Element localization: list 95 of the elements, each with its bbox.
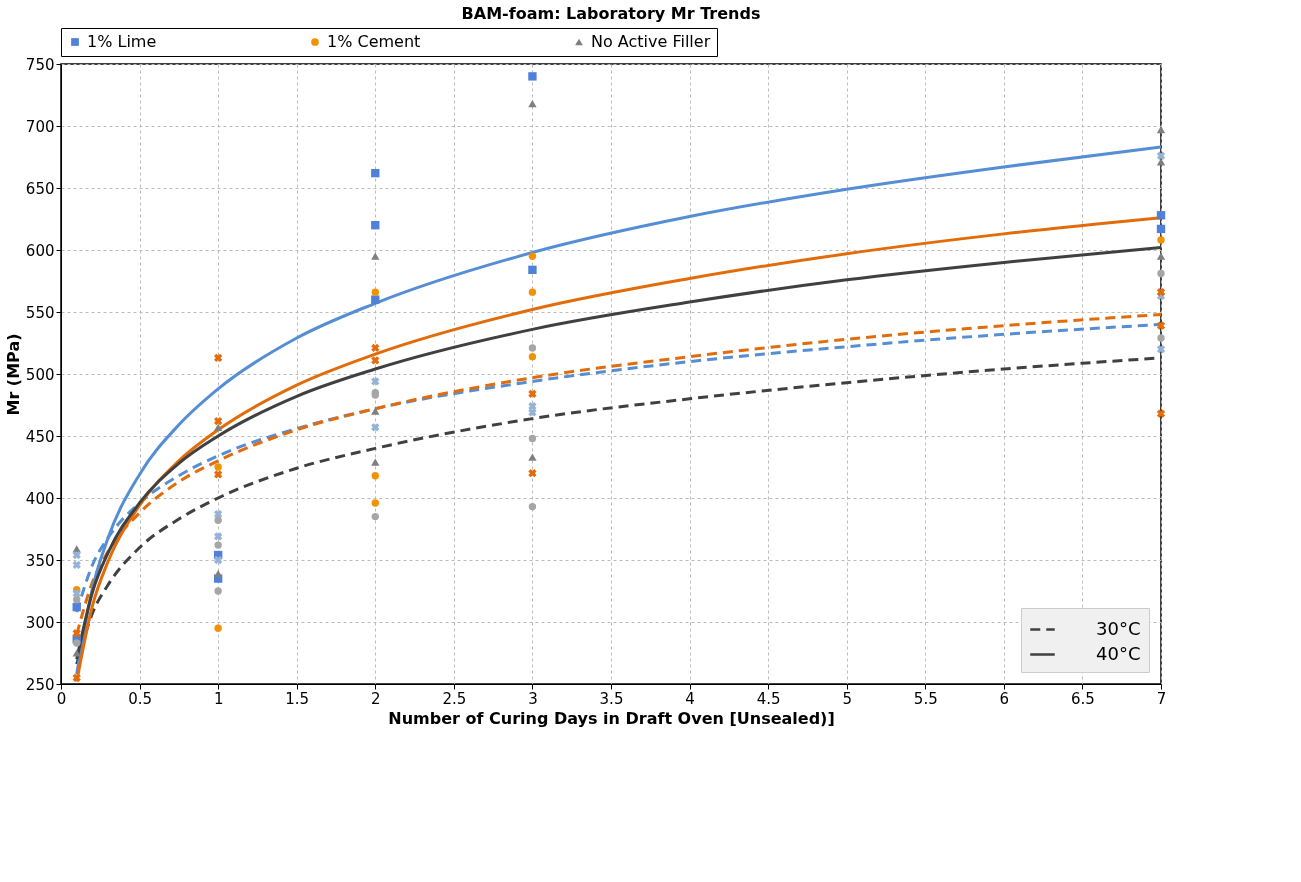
- point: [214, 463, 222, 471]
- point: [371, 252, 380, 260]
- point: [371, 499, 379, 507]
- y-tick-label: 450: [25, 427, 55, 446]
- y-tick-label: 500: [25, 365, 55, 384]
- point: [72, 560, 81, 570]
- point: [528, 434, 537, 443]
- x-tick-label: 7: [1156, 689, 1167, 708]
- point: [1156, 126, 1166, 134]
- point: [213, 570, 223, 578]
- legend-label: No Active Filler: [591, 32, 711, 51]
- point: [72, 589, 81, 598]
- y-tick-label: 250: [25, 675, 55, 694]
- point: [214, 624, 222, 632]
- point: [1156, 321, 1166, 330]
- point: [72, 673, 81, 682]
- y-tick-label: 700: [25, 117, 55, 136]
- point: [528, 389, 537, 398]
- point: [1156, 345, 1166, 354]
- x-tick-label: 3: [528, 689, 538, 708]
- legend-label: 1% Lime: [87, 32, 157, 51]
- point: [528, 252, 537, 260]
- point: [1156, 158, 1166, 166]
- point: [1156, 252, 1166, 260]
- point: [1156, 211, 1166, 220]
- point: [73, 595, 81, 604]
- y-tick-label: 650: [25, 179, 55, 198]
- point: [528, 100, 537, 108]
- legend-label: 1% Cement: [327, 32, 421, 51]
- point: [72, 629, 81, 638]
- point: [1156, 224, 1166, 234]
- x-tick-label: 6: [999, 689, 1010, 708]
- y-axis-title: Mr (MPa): [3, 333, 23, 416]
- x-tick-label: 0: [56, 689, 67, 708]
- y-tick-label: 400: [25, 489, 55, 508]
- x-tick-label: 2: [371, 689, 381, 708]
- x-tick-label: 1: [213, 689, 224, 708]
- point: [371, 288, 379, 296]
- y-tick-label: 750: [25, 55, 55, 74]
- point: [214, 532, 223, 541]
- point: [528, 453, 537, 461]
- point: [1156, 409, 1166, 418]
- point: [371, 221, 380, 230]
- point: [214, 541, 222, 549]
- legend-label: 30°C: [1096, 617, 1141, 639]
- point: [214, 416, 223, 426]
- y-tick-label: 550: [25, 303, 55, 322]
- y-tick-label: 300: [25, 613, 55, 632]
- point: [528, 469, 537, 478]
- point: [371, 407, 380, 415]
- point: [528, 344, 537, 352]
- point: [1157, 334, 1165, 342]
- x-tick-label: 5: [842, 689, 852, 708]
- point: [72, 649, 81, 657]
- point: [528, 502, 537, 511]
- point: [214, 470, 223, 479]
- point: [371, 458, 380, 466]
- point: [371, 423, 380, 432]
- point: [371, 356, 380, 365]
- point: [371, 343, 380, 353]
- x-tick-label: 0.5: [128, 689, 152, 708]
- y-tick-label: 350: [25, 551, 55, 570]
- point: [214, 516, 222, 525]
- x-tick-label: 3.5: [599, 689, 624, 708]
- point: [371, 168, 380, 178]
- point: [371, 471, 379, 480]
- point: [528, 352, 537, 361]
- point: [528, 288, 537, 296]
- point: [1157, 269, 1165, 278]
- point: [528, 72, 537, 81]
- point: [72, 550, 81, 560]
- point: [528, 408, 537, 417]
- point: [213, 423, 223, 431]
- point: [72, 602, 81, 612]
- point: [73, 639, 81, 647]
- y-tick-label: 600: [25, 241, 55, 260]
- point: [371, 512, 379, 521]
- point: [214, 353, 223, 363]
- point: [1157, 236, 1165, 244]
- point: [1156, 151, 1166, 160]
- point: [214, 555, 223, 565]
- point: [528, 265, 537, 275]
- point: [214, 587, 222, 595]
- point: [371, 377, 380, 386]
- x-axis-title: Number of Curing Days in Draft Oven [Unsealed)]: [388, 708, 835, 728]
- x-tick-label: 1.5: [285, 689, 310, 708]
- x-tick-label: 5.5: [913, 689, 938, 708]
- x-tick-label: 6.5: [1071, 689, 1095, 708]
- point: [214, 509, 223, 519]
- legend-label: 40°C: [1096, 642, 1141, 664]
- chart-title: BAM-foam: Laboratory Mr Trends: [461, 3, 761, 23]
- x-tick-label: 2.5: [442, 689, 467, 708]
- x-tick-label: 4.5: [756, 689, 781, 708]
- point: [371, 295, 380, 304]
- x-tick-label: 4: [685, 689, 695, 708]
